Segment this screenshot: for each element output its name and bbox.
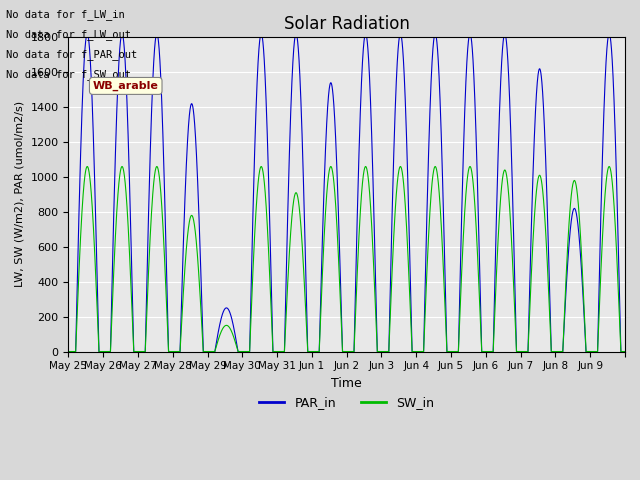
SW_in [65, 348, 72, 354]
PAR_in [83, 31, 91, 37]
SW_in [180, 281, 188, 287]
Y-axis label: LW, SW (W/m2), PAR (umol/m2/s): LW, SW (W/m2), PAR (umol/m2/s) [15, 101, 25, 288]
Text: No data for f_LW_in: No data for f_LW_in [6, 9, 125, 20]
SW_in [541, 220, 549, 226]
SW_in [621, 348, 629, 354]
SW_in [397, 165, 405, 170]
Legend: PAR_in, SW_in: PAR_in, SW_in [254, 391, 439, 414]
Text: WB_arable: WB_arable [93, 81, 159, 91]
SW_in [83, 164, 91, 169]
PAR_in [500, 36, 508, 42]
X-axis label: Time: Time [332, 377, 362, 390]
Text: No data for f_PAR_out: No data for f_PAR_out [6, 49, 138, 60]
PAR_in [180, 225, 188, 230]
PAR_in [367, 124, 375, 130]
Title: Solar Radiation: Solar Radiation [284, 15, 410, 33]
PAR_in [621, 348, 629, 354]
SW_in [367, 218, 375, 224]
PAR_in [527, 245, 534, 251]
PAR_in [397, 33, 405, 39]
Text: No data for f_SW_out: No data for f_SW_out [6, 69, 131, 80]
SW_in [500, 170, 508, 176]
Text: No data for f_LW_out: No data for f_LW_out [6, 29, 131, 40]
PAR_in [65, 348, 72, 354]
Line: PAR_in: PAR_in [68, 34, 625, 351]
PAR_in [541, 142, 549, 148]
SW_in [527, 284, 534, 289]
Line: SW_in: SW_in [68, 167, 625, 351]
